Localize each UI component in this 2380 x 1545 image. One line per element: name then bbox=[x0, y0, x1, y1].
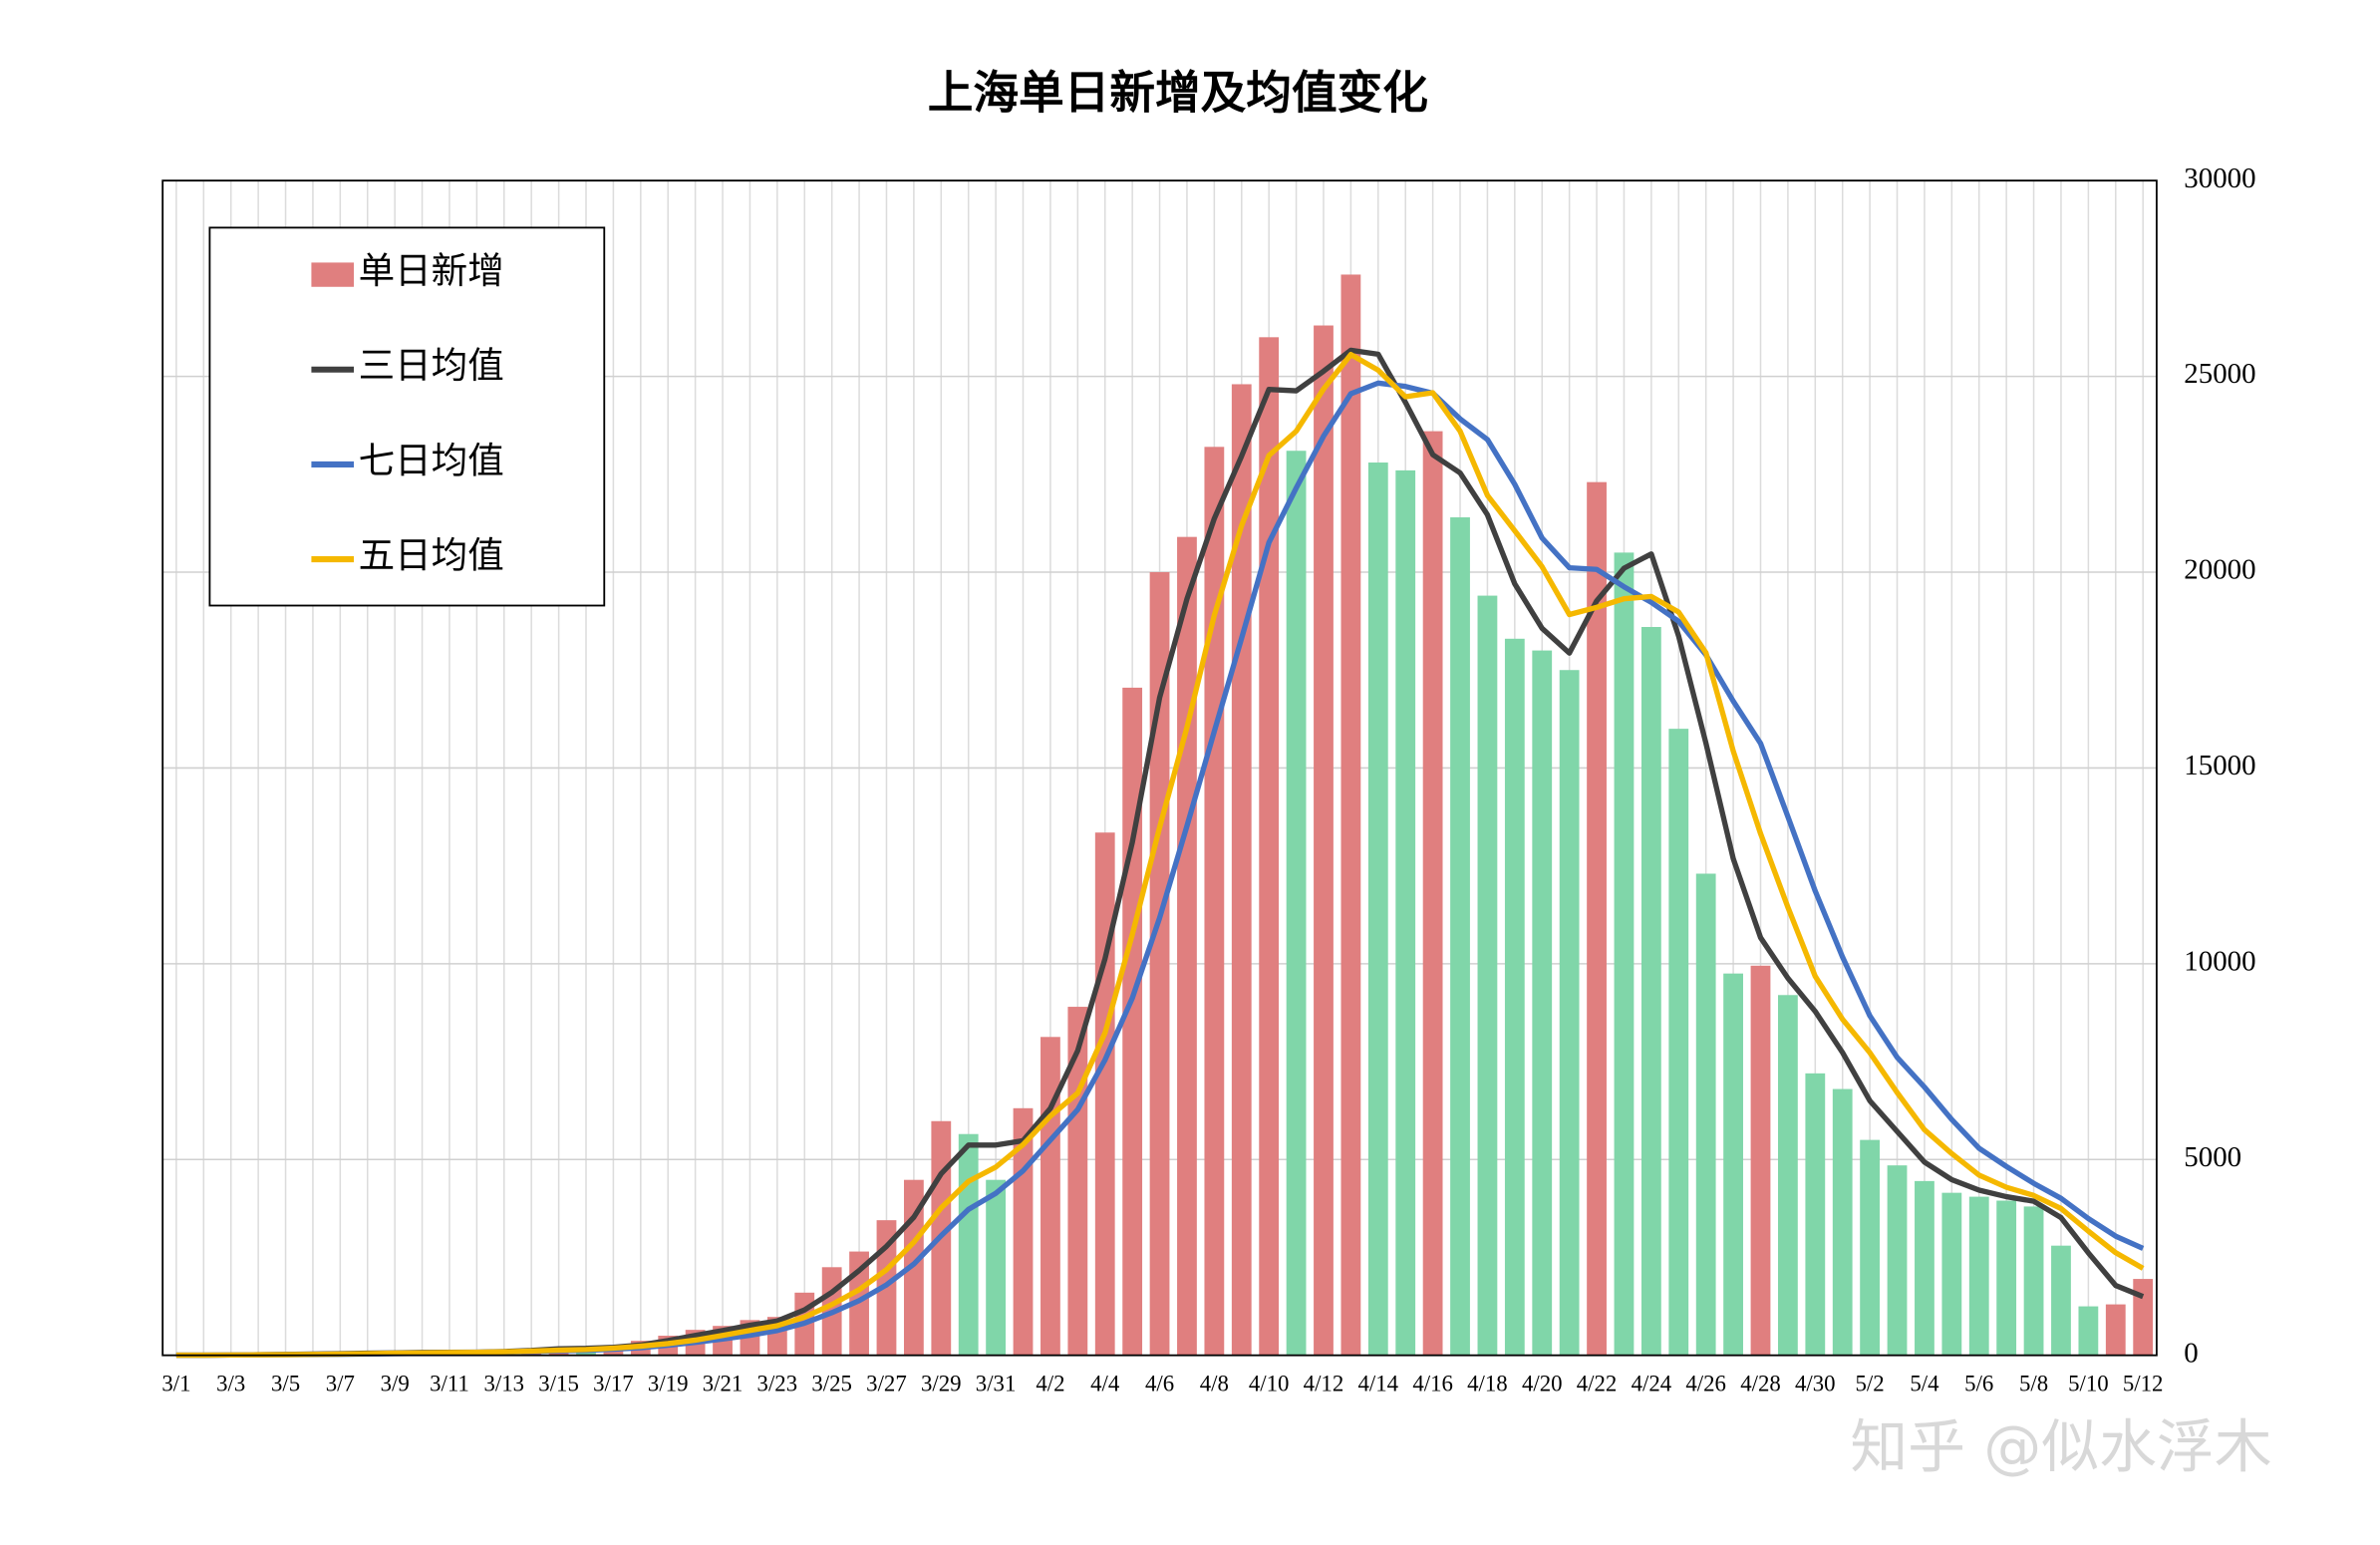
bar bbox=[2023, 1206, 2044, 1356]
x-tick-label: 3/7 bbox=[326, 1371, 355, 1395]
y-tick-label: 25000 bbox=[2184, 358, 2255, 390]
bar bbox=[1723, 973, 1743, 1356]
legend-box bbox=[208, 226, 606, 607]
x-tick-label: 4/22 bbox=[1577, 1371, 1618, 1395]
x-tick-label: 3/3 bbox=[216, 1371, 245, 1395]
x-tick-label: 4/18 bbox=[1467, 1371, 1508, 1395]
bar bbox=[1340, 274, 1361, 1356]
bar bbox=[1587, 481, 1607, 1356]
x-tick-label: 4/26 bbox=[1685, 1371, 1726, 1395]
bar bbox=[1915, 1180, 1934, 1356]
bar bbox=[1640, 627, 1661, 1356]
bar bbox=[1204, 447, 1225, 1356]
line bbox=[175, 352, 2145, 1359]
bar bbox=[1559, 670, 1580, 1356]
bar bbox=[1122, 687, 1143, 1356]
x-tick-label: 3/25 bbox=[811, 1371, 852, 1395]
bar bbox=[1422, 431, 1443, 1356]
x-tick-label: 4/28 bbox=[1740, 1371, 1781, 1395]
bar bbox=[1477, 595, 1498, 1356]
x-tick-label: 3/21 bbox=[703, 1371, 744, 1395]
x-tick-label: 3/15 bbox=[538, 1371, 579, 1395]
bar bbox=[2078, 1306, 2099, 1356]
bar bbox=[1367, 463, 1388, 1356]
x-tick-label: 3/13 bbox=[483, 1371, 524, 1395]
x-tick-label: 5/6 bbox=[1964, 1371, 1993, 1395]
bar bbox=[1395, 469, 1416, 1356]
x-tick-label: 4/16 bbox=[1412, 1371, 1453, 1395]
x-tick-label: 3/17 bbox=[593, 1371, 634, 1395]
bar bbox=[1259, 337, 1280, 1356]
x-tick-label: 4/4 bbox=[1090, 1371, 1120, 1395]
bar bbox=[1832, 1088, 1853, 1356]
x-tick-label: 4/20 bbox=[1522, 1371, 1563, 1395]
x-tick-label: 3/1 bbox=[161, 1371, 190, 1395]
bar bbox=[1314, 325, 1334, 1356]
bar bbox=[2105, 1304, 2126, 1356]
x-tick-label: 5/4 bbox=[1910, 1371, 1939, 1395]
y-tick-label: 30000 bbox=[2184, 162, 2255, 194]
x-tick-label: 5/10 bbox=[2068, 1371, 2109, 1395]
x-tick-label: 3/31 bbox=[976, 1371, 1017, 1395]
bar bbox=[1450, 517, 1470, 1356]
x-tick-label: 5/2 bbox=[1856, 1371, 1885, 1395]
x-tick-label: 4/30 bbox=[1795, 1371, 1836, 1395]
y-tick-label: 10000 bbox=[2184, 945, 2255, 977]
x-tick-label: 4/24 bbox=[1632, 1371, 1672, 1395]
bar bbox=[2133, 1279, 2154, 1356]
x-tick-label: 5/8 bbox=[2019, 1371, 2048, 1395]
bar bbox=[1860, 1139, 1881, 1356]
legend-label: 三日均值 bbox=[359, 345, 504, 386]
x-tick-label: 4/14 bbox=[1358, 1371, 1399, 1395]
x-tick-label: 3/29 bbox=[921, 1371, 962, 1395]
legend-label: 五日均值 bbox=[359, 534, 504, 575]
x-tick-label: 4/8 bbox=[1200, 1371, 1229, 1395]
x-tick-label: 4/6 bbox=[1145, 1371, 1174, 1395]
bar bbox=[1013, 1107, 1034, 1356]
bar bbox=[1504, 638, 1525, 1356]
bar bbox=[1614, 552, 1635, 1356]
x-tick-label: 3/19 bbox=[648, 1371, 689, 1395]
legend-label: 七日均值 bbox=[359, 440, 504, 480]
x-tick-label: 4/12 bbox=[1304, 1371, 1344, 1395]
chart-title: 上海单日新增及均值变化 bbox=[928, 66, 1428, 119]
watermark: 知乎 @似水浮木 bbox=[1850, 1413, 2271, 1481]
bar bbox=[1094, 832, 1115, 1356]
y-tick-label: 5000 bbox=[2184, 1141, 2241, 1173]
x-tick-label: 3/9 bbox=[381, 1371, 410, 1395]
bar bbox=[1286, 451, 1307, 1356]
plot-frame bbox=[161, 179, 2158, 1357]
bar bbox=[1996, 1200, 2017, 1356]
x-tick-label: 5/12 bbox=[2123, 1371, 2164, 1395]
bar bbox=[958, 1133, 979, 1356]
y-tick-label: 0 bbox=[2184, 1337, 2198, 1369]
legend-label: 单日新增 bbox=[359, 250, 504, 291]
bar bbox=[1695, 873, 1716, 1356]
bar bbox=[1177, 536, 1197, 1356]
bar bbox=[1532, 650, 1553, 1356]
x-tick-label: 4/10 bbox=[1249, 1371, 1290, 1395]
bar bbox=[986, 1179, 1007, 1356]
x-tick-label: 3/5 bbox=[271, 1371, 300, 1395]
bar bbox=[1778, 995, 1798, 1356]
bar bbox=[1041, 1037, 1060, 1356]
bar bbox=[1750, 965, 1771, 1356]
bar bbox=[2051, 1245, 2071, 1356]
bar bbox=[1805, 1073, 1826, 1356]
bar bbox=[1668, 729, 1689, 1356]
x-tick-label: 4/2 bbox=[1036, 1371, 1064, 1395]
y-tick-label: 15000 bbox=[2184, 750, 2255, 781]
y-tick-label: 20000 bbox=[2184, 554, 2255, 586]
legend-swatch bbox=[311, 262, 355, 287]
x-tick-label: 3/27 bbox=[866, 1371, 907, 1395]
bar bbox=[1941, 1192, 1962, 1356]
bar bbox=[1887, 1165, 1908, 1356]
x-tick-label: 3/11 bbox=[430, 1371, 469, 1395]
bar bbox=[1968, 1196, 1989, 1356]
x-tick-label: 3/23 bbox=[757, 1371, 798, 1395]
bar bbox=[1149, 572, 1170, 1356]
